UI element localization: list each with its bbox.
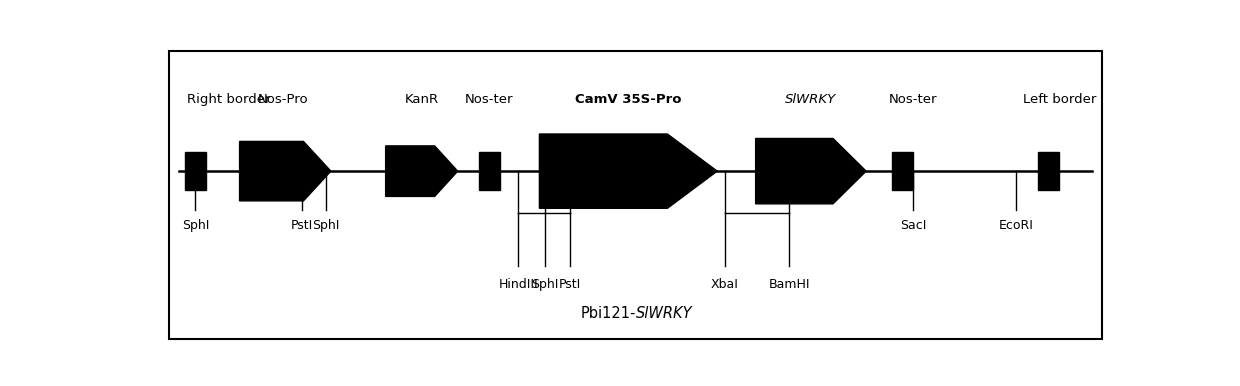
Text: SlWRKY: SlWRKY <box>785 93 836 106</box>
Text: EcoRI: EcoRI <box>998 219 1033 232</box>
Text: BamHI: BamHI <box>769 278 810 291</box>
Bar <box>479 152 500 190</box>
Text: Nos-ter: Nos-ter <box>889 93 937 106</box>
Text: Nos-ter: Nos-ter <box>465 93 513 106</box>
Text: CamV 35S-Pro: CamV 35S-Pro <box>574 93 681 106</box>
Text: SphI: SphI <box>182 219 210 232</box>
Text: SacI: SacI <box>900 219 926 232</box>
Text: PstI: PstI <box>291 219 314 232</box>
Text: Right border: Right border <box>187 93 270 106</box>
Text: KanR: KanR <box>405 93 439 106</box>
Bar <box>1038 152 1059 190</box>
Text: Nos-Pro: Nos-Pro <box>258 93 308 106</box>
Polygon shape <box>539 134 717 208</box>
Text: SlWRKY: SlWRKY <box>635 306 692 321</box>
Text: XbaI: XbaI <box>711 278 739 291</box>
Text: PstI: PstI <box>559 278 582 291</box>
Bar <box>185 152 206 190</box>
Text: Pbi121-: Pbi121- <box>580 306 635 321</box>
Polygon shape <box>239 141 331 201</box>
Text: Left border: Left border <box>1023 93 1096 106</box>
Text: SphI: SphI <box>532 278 559 291</box>
Polygon shape <box>755 139 866 204</box>
Polygon shape <box>386 146 458 196</box>
Text: SphI: SphI <box>312 219 340 232</box>
Bar <box>892 152 913 190</box>
Text: HindIII: HindIII <box>498 278 538 291</box>
